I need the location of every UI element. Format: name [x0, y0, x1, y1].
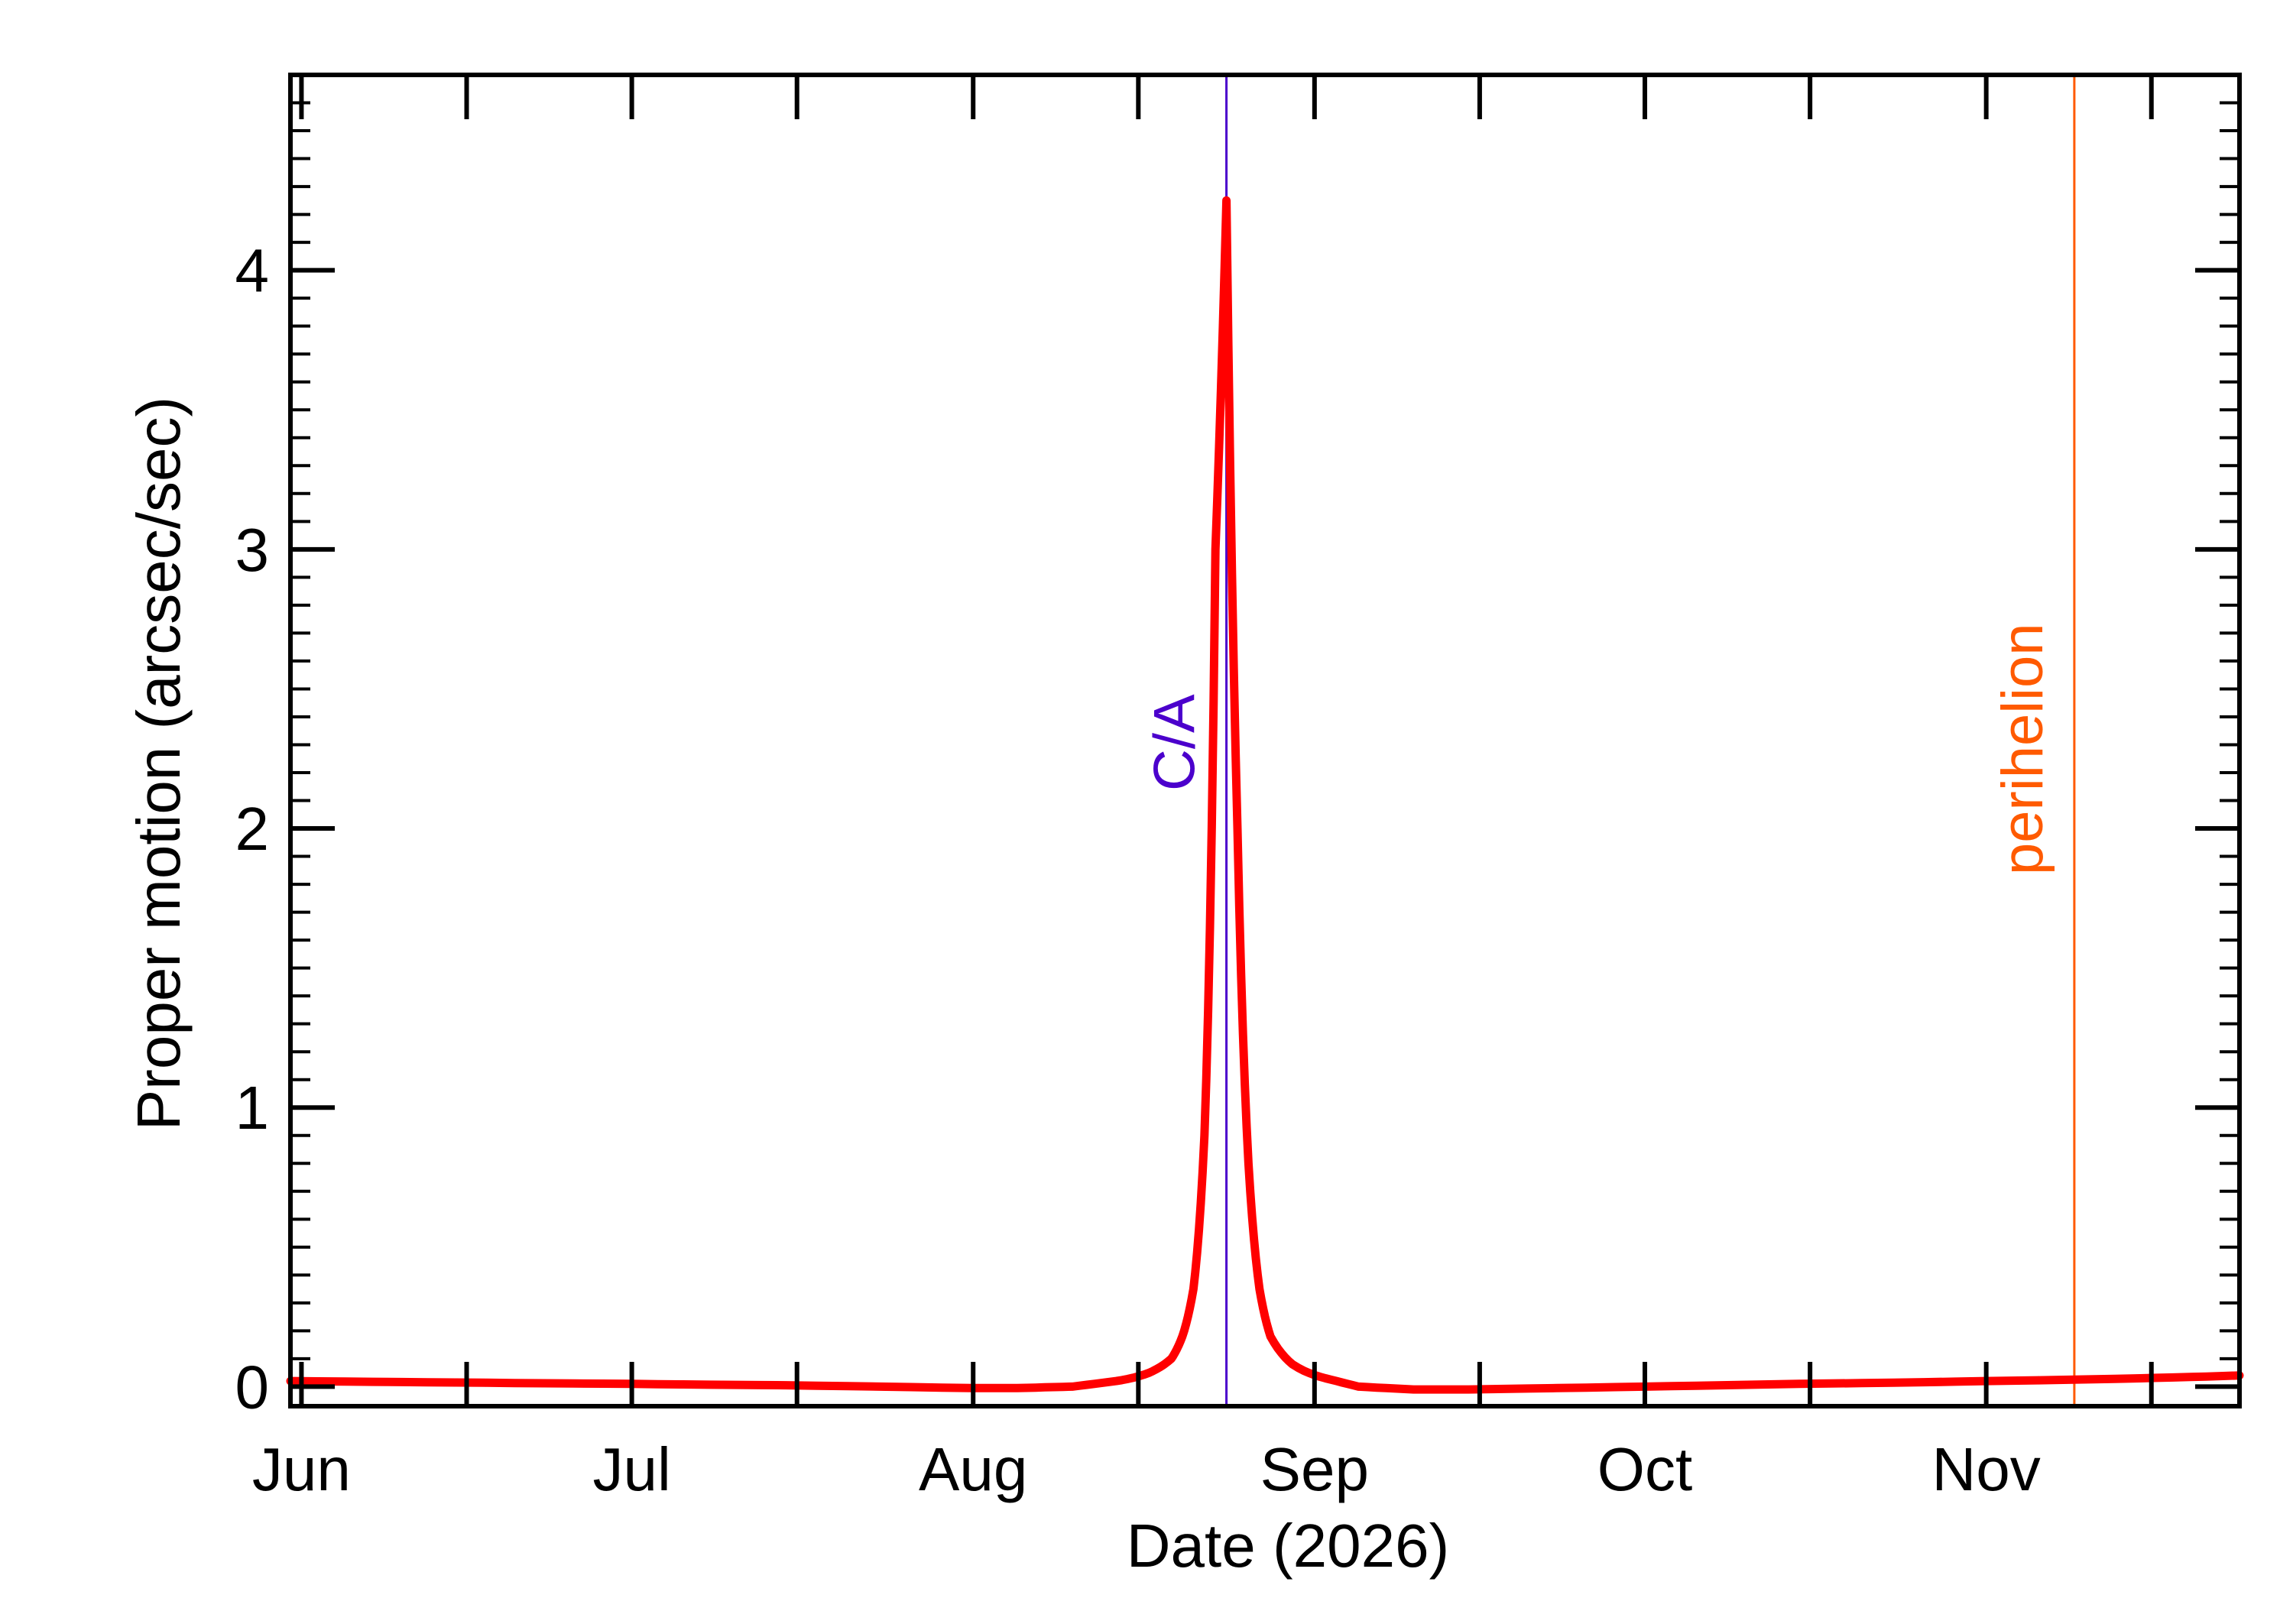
y-tick-label: 2 [235, 795, 270, 863]
x-axis-label: Date (2026) [1127, 1512, 1449, 1580]
x-tick-label: Jul [592, 1435, 670, 1503]
y-tick-label: 3 [235, 516, 270, 584]
x-tick-label: Sep [1260, 1435, 1369, 1503]
axis-ticks [290, 73, 2239, 1406]
x-tick-label: Aug [919, 1435, 1027, 1503]
plot-frame [288, 73, 2242, 1408]
vline-label-1: perihelion [1990, 623, 2055, 875]
y-axis-label: Proper motion (arcsec/sec) [125, 397, 193, 1130]
y-tick-label: 1 [235, 1074, 270, 1142]
series-line-0 [286, 196, 2244, 1394]
series-layer [286, 196, 2244, 1394]
y-tick-label: 0 [235, 1353, 270, 1421]
vline-label-0: C/A [1143, 694, 1208, 791]
x-tick-label: Jun [252, 1435, 351, 1503]
tick-labels: 0 1 2 3 4 Jun Jul Aug Sep Oct Nov [235, 237, 2041, 1503]
y-tick-label: 4 [235, 237, 270, 305]
x-tick-label: Oct [1597, 1435, 1692, 1503]
x-tick-label: Nov [1932, 1435, 2041, 1503]
